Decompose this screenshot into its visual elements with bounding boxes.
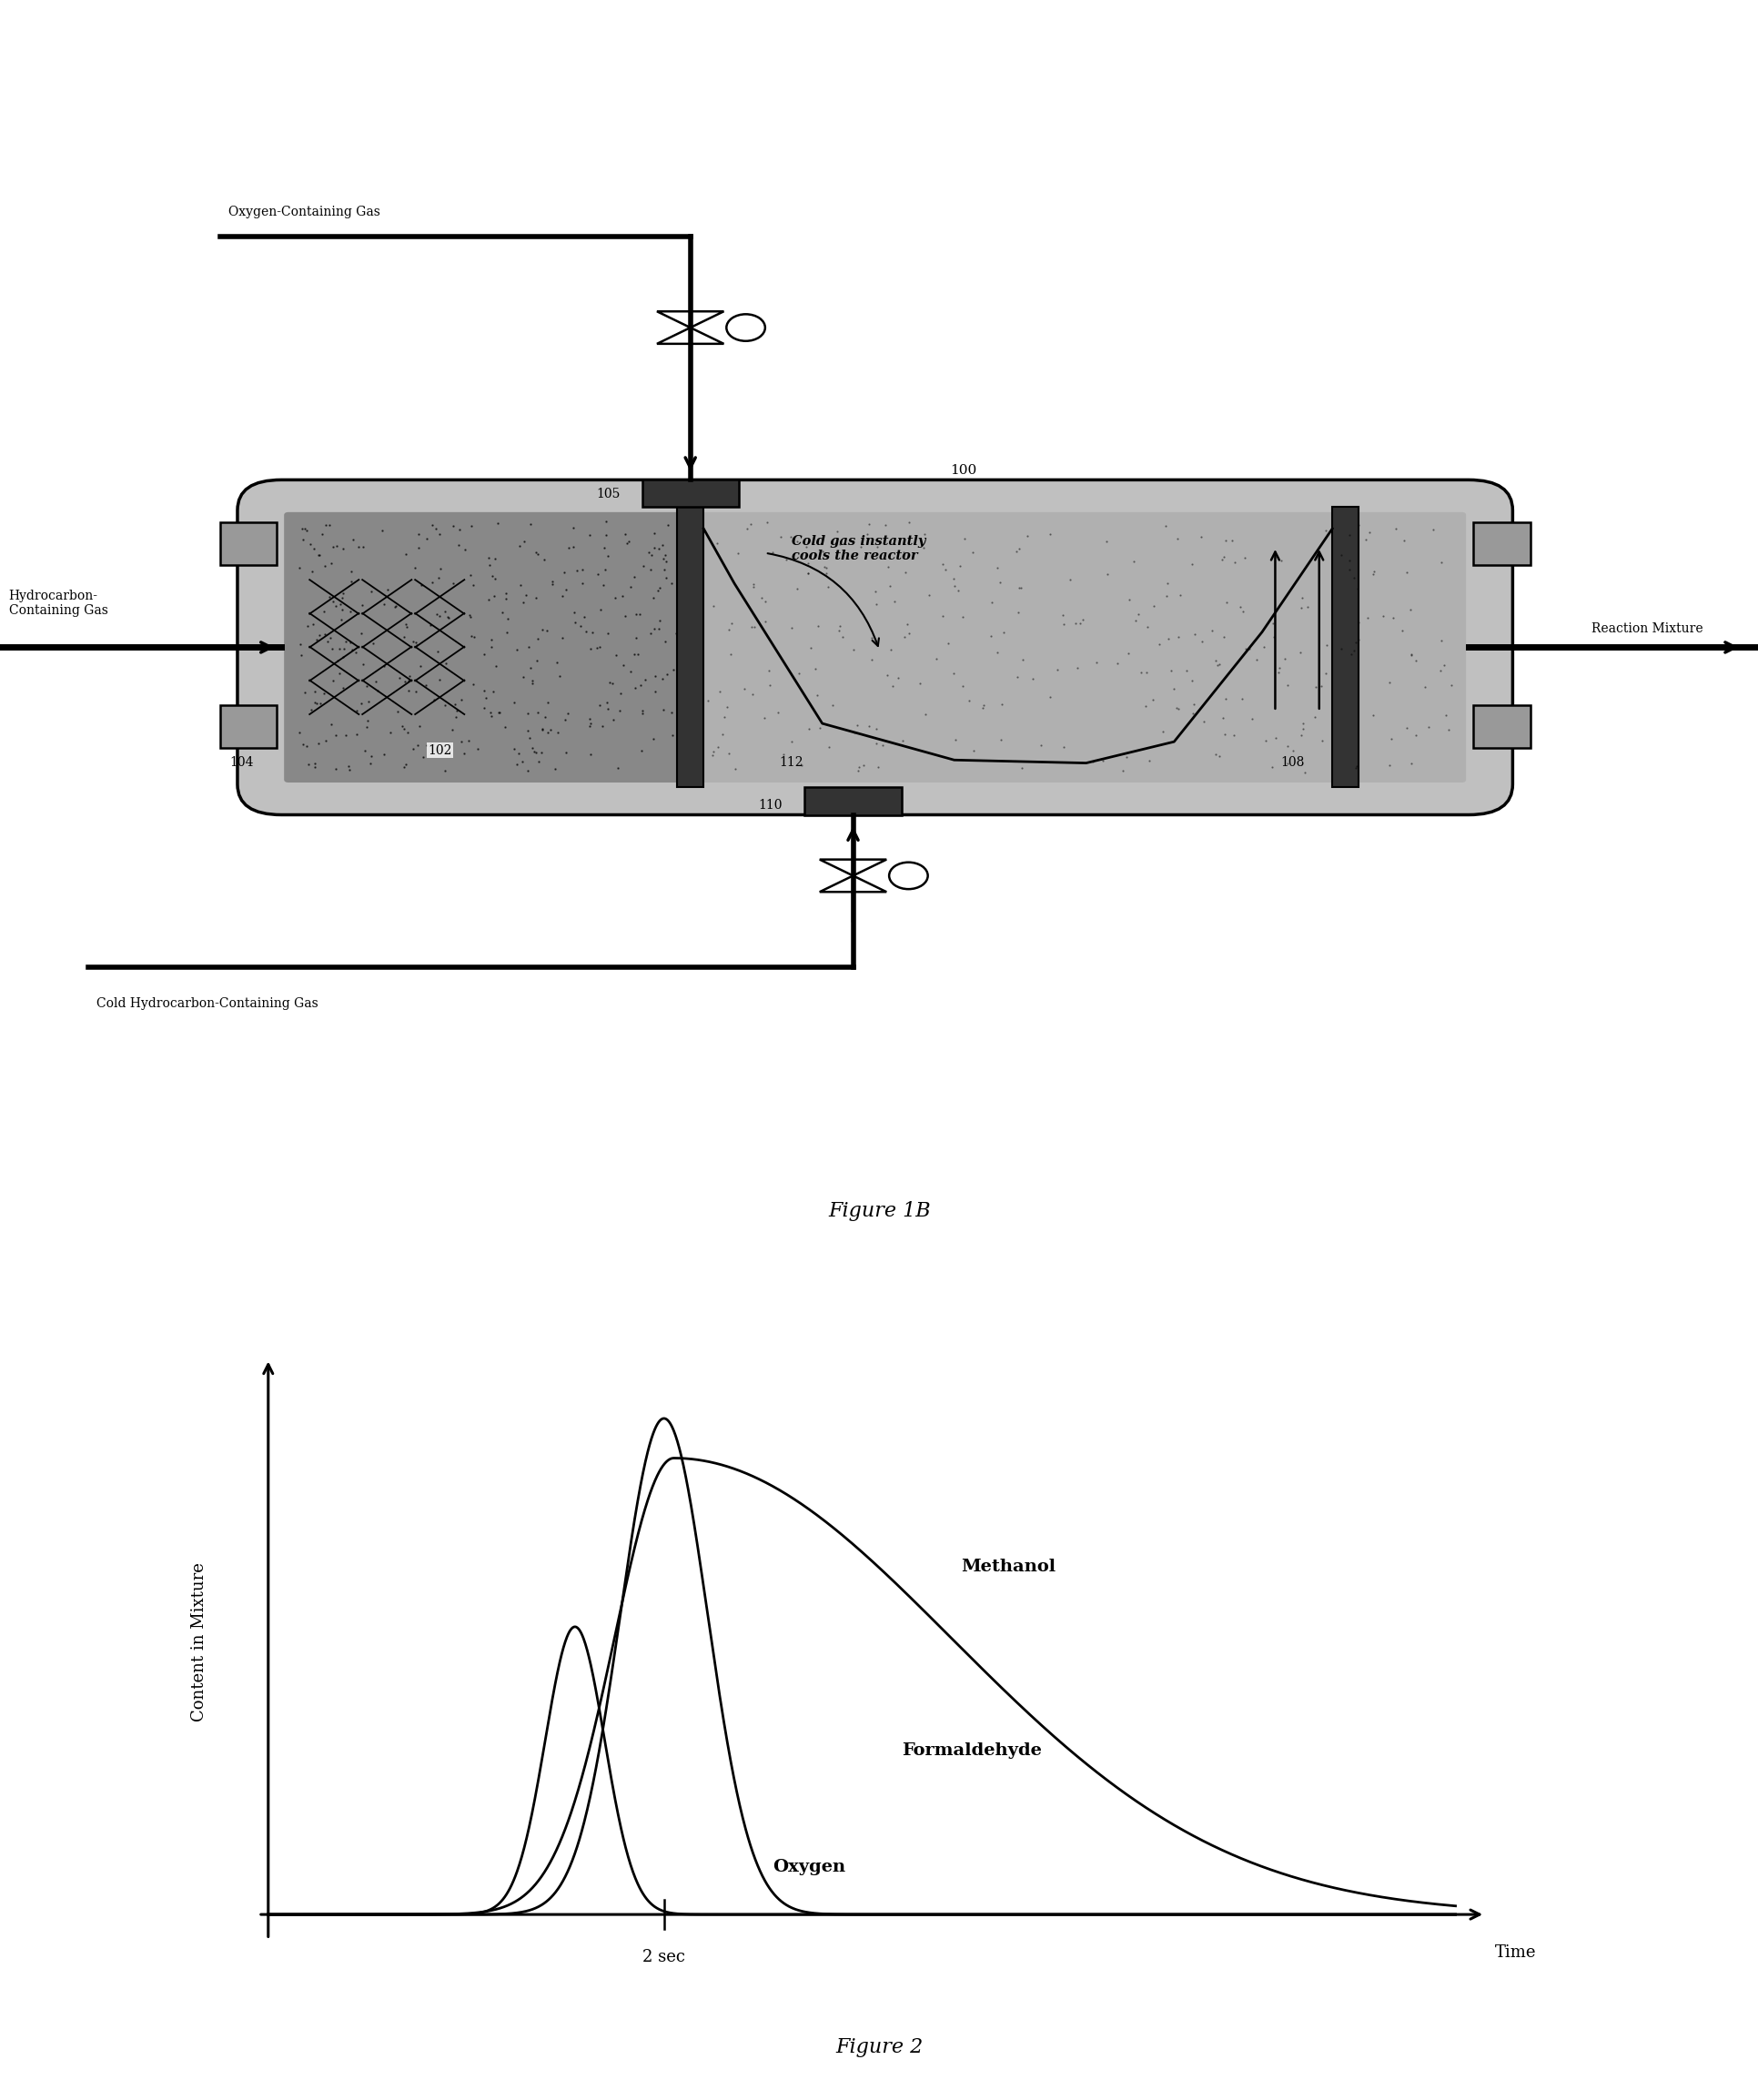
Bar [220,523,278,565]
Text: Content in Mixture: Content in Mixture [190,1562,207,1722]
Text: Oxygen-Containing Gas: Oxygen-Containing Gas [229,206,380,218]
Bar [1473,706,1529,748]
Bar [677,508,703,788]
Text: 105: 105 [596,487,621,500]
Bar [1333,508,1359,788]
Text: Oxygen: Oxygen [772,1858,846,1875]
Text: 2 sec: 2 sec [642,1949,686,1966]
Text: Figure 1B: Figure 1B [828,1201,930,1220]
Bar [803,788,900,815]
Text: Reaction Mixture: Reaction Mixture [1591,624,1702,636]
FancyBboxPatch shape [691,512,1466,783]
Text: Time: Time [1494,1945,1536,1961]
Text: Formaldehyde: Formaldehyde [902,1743,1041,1760]
Bar [1473,523,1529,565]
Text: 100: 100 [949,464,976,477]
Text: Figure 2: Figure 2 [835,2037,923,2058]
Text: 102: 102 [427,743,452,756]
Text: 108: 108 [1280,756,1304,769]
Text: 112: 112 [779,756,803,769]
Text: Hydrocarbon-
Containing Gas: Hydrocarbon- Containing Gas [9,590,107,617]
FancyBboxPatch shape [237,481,1512,815]
Text: Cold Hydrocarbon-Containing Gas: Cold Hydrocarbon-Containing Gas [97,997,318,1010]
Text: Cold gas instantly
cools the reactor: Cold gas instantly cools the reactor [791,536,925,563]
Bar [220,706,278,748]
Bar [642,481,738,508]
Text: 104: 104 [230,756,253,769]
Text: 110: 110 [758,798,782,811]
Text: Methanol: Methanol [960,1558,1055,1575]
FancyBboxPatch shape [285,512,689,783]
